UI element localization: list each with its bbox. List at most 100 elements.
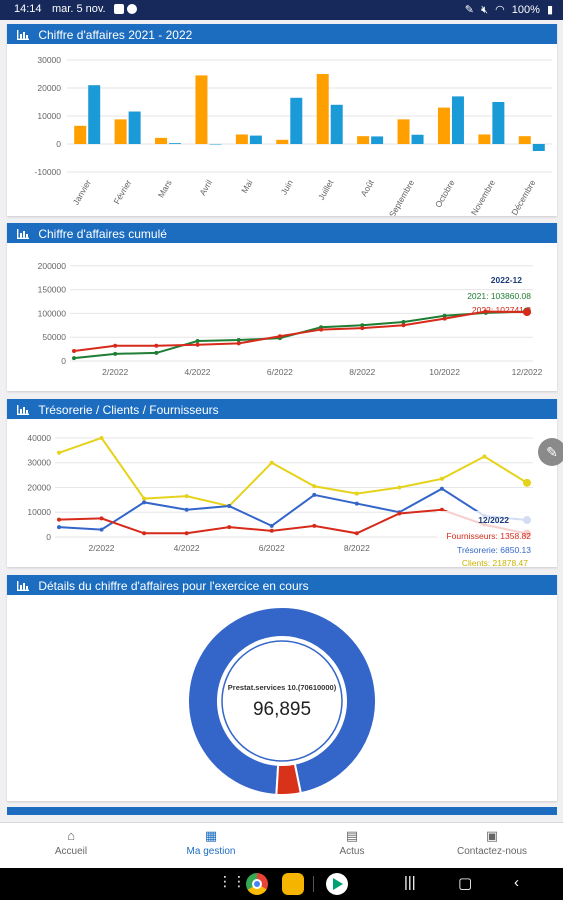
data-point xyxy=(99,527,104,532)
data-point xyxy=(482,454,487,459)
nav-actus[interactable]: ▤ Actus xyxy=(282,827,422,858)
donut-slice xyxy=(187,606,377,796)
data-point xyxy=(184,507,189,512)
bar xyxy=(88,85,101,144)
home-button-icon[interactable]: ▢ xyxy=(458,875,473,892)
card-header: Trésorerie / Clients / Fournisseurs xyxy=(7,399,557,419)
series-line xyxy=(73,310,528,360)
data-point xyxy=(312,523,317,528)
bar xyxy=(357,136,370,144)
x-tick-label: Mars xyxy=(156,178,174,199)
data-point xyxy=(401,319,406,324)
bar xyxy=(411,134,424,144)
bar xyxy=(235,134,248,144)
bar xyxy=(371,136,384,144)
calculator-icon: ▦ xyxy=(204,828,218,843)
x-tick-label: 2/2022 xyxy=(102,367,128,377)
bar xyxy=(316,74,329,144)
y-tick-label: 30000 xyxy=(27,458,51,468)
data-point xyxy=(142,531,147,536)
data-point xyxy=(99,435,104,440)
x-tick-label: Juin xyxy=(279,178,296,197)
bar-chart-icon xyxy=(17,29,29,40)
data-point xyxy=(154,343,159,348)
x-tick-label: 2/2022 xyxy=(89,543,115,553)
gallery-icon xyxy=(114,4,124,14)
nav-ma-gestion[interactable]: ▦ Ma gestion xyxy=(141,827,281,858)
x-tick-label: 10/2022 xyxy=(429,367,460,377)
files-app-icon[interactable] xyxy=(282,873,304,895)
bar-chart-icon xyxy=(17,404,29,415)
bar xyxy=(492,102,505,144)
data-point xyxy=(72,356,76,361)
tooltip-box xyxy=(437,511,539,569)
data-point xyxy=(269,523,274,528)
data-point xyxy=(142,496,147,501)
y-tick-label: 150000 xyxy=(38,285,67,295)
data-point xyxy=(57,517,61,522)
x-tick-label: Janvier xyxy=(71,178,93,207)
chrome-app-icon[interactable] xyxy=(246,873,268,895)
bar xyxy=(276,139,289,144)
bar-chart-icon xyxy=(17,228,29,239)
x-tick-label: 12/2022 xyxy=(512,367,543,377)
ca-2021-2022-card: Chiffre d'affaires 2021 - 2022 30000 2000… xyxy=(7,24,557,219)
nav-contactez-nous[interactable]: ▣ Contactez-nous xyxy=(422,827,562,858)
data-point xyxy=(236,338,241,343)
mute-icon: 🔇︎ xyxy=(481,4,488,16)
x-tick-label: Février xyxy=(111,178,133,206)
y-tick-label: 0 xyxy=(46,532,51,542)
data-point xyxy=(354,491,359,496)
y-tick-label: 100000 xyxy=(38,308,67,318)
bar xyxy=(478,134,491,144)
sync-icon xyxy=(127,4,137,14)
nav-accueil[interactable]: ⌂ Accueil xyxy=(1,827,141,858)
tooltip-title: 2022-12 xyxy=(491,275,522,285)
bar xyxy=(532,144,545,151)
data-point xyxy=(57,525,61,530)
tresorerie-card: Trésorerie / Clients / Fournisseurs 4000… xyxy=(7,399,557,569)
details-card: Détails du chiffre d'affaires pour l'exe… xyxy=(7,575,557,801)
bar xyxy=(397,119,410,144)
x-tick-label: Avril xyxy=(197,178,214,197)
data-point xyxy=(397,485,402,490)
recents-icon[interactable]: ||| xyxy=(404,874,416,891)
nav-label: Actus xyxy=(339,846,365,857)
battery-icon: ▮ xyxy=(546,4,553,16)
x-tick-label: Août xyxy=(358,177,376,198)
card-header: Détails du chiffre d'affaires pour l'exe… xyxy=(7,575,557,595)
bar xyxy=(437,107,450,144)
back-icon[interactable]: ‹ xyxy=(514,874,519,891)
tooltip-title: 12/2022 xyxy=(478,515,509,525)
bar xyxy=(128,111,141,144)
data-point xyxy=(312,484,317,489)
cumulative-line-chart: 200000 150000 100000 50000 0 2/2022 4/2022 6/20… xyxy=(38,261,543,377)
data-point xyxy=(439,507,444,512)
bar xyxy=(451,96,464,144)
bar-chart-icon xyxy=(17,580,29,591)
next-card-edge xyxy=(7,807,557,815)
y-tick-label: 0 xyxy=(56,139,61,149)
donut-center-label: Prestat.services 10.(70610000) xyxy=(228,683,337,692)
x-tick-label: 4/2022 xyxy=(174,543,200,553)
x-tick-label: 6/2022 xyxy=(259,543,285,553)
data-point xyxy=(236,341,241,346)
app-drawer-icon[interactable]: ⋮⋮ xyxy=(218,873,246,889)
x-tick-label: 6/2022 xyxy=(267,367,293,377)
battery-text: 100% xyxy=(511,4,540,16)
status-date: mar. 5 nov. xyxy=(52,3,106,15)
x-tick-label: Octobre xyxy=(433,178,457,209)
bar xyxy=(209,144,222,145)
data-point xyxy=(57,450,61,455)
data-point xyxy=(269,528,274,533)
play-store-icon[interactable] xyxy=(326,873,348,895)
y-tick-label: 20000 xyxy=(37,83,61,93)
data-point xyxy=(439,486,444,491)
bottom-nav: ⌂ Accueil ▦ Ma gestion ▤ Actus ▣ Contact… xyxy=(0,822,563,869)
data-point xyxy=(227,504,232,509)
x-tick-label: Juillet xyxy=(316,177,336,201)
edit-pencil-button[interactable]: ✎ xyxy=(538,438,563,466)
data-point xyxy=(439,476,444,481)
news-icon: ▤ xyxy=(345,828,359,843)
card-title: Détails du chiffre d'affaires pour l'exe… xyxy=(38,578,309,593)
